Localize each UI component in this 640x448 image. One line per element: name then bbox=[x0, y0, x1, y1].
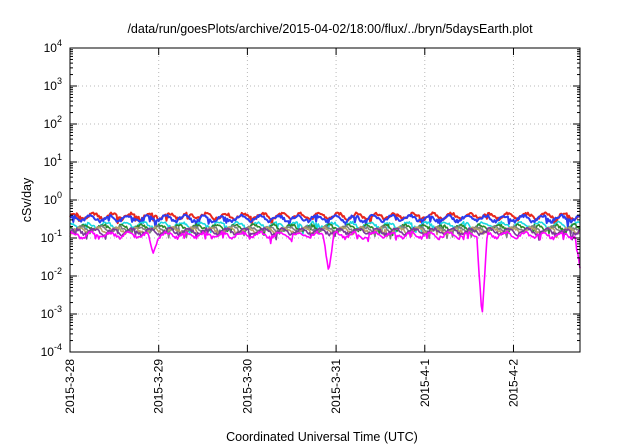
y-tick-label: 104 bbox=[44, 38, 62, 55]
y-tick-label: 10-1 bbox=[41, 228, 62, 245]
x-tick-label: 2015-4-2 bbox=[506, 359, 520, 407]
chart-title: /data/run/goesPlots/archive/2015-04-02/1… bbox=[127, 22, 533, 36]
grid bbox=[70, 48, 580, 352]
y-tick-label: 100 bbox=[44, 190, 62, 207]
series-group bbox=[69, 211, 581, 313]
y-tick-label: 10-4 bbox=[41, 342, 62, 359]
y-tick-labels: 10-4 10-3 10-2 10-1 100 101 102 103 104 bbox=[41, 38, 62, 359]
x-axis-label: Coordinated Universal Time (UTC) bbox=[226, 430, 418, 444]
series-line bbox=[69, 225, 581, 239]
series-line bbox=[69, 226, 581, 241]
y-tick-label: 103 bbox=[44, 76, 62, 93]
x-tick-label: 2015-3-28 bbox=[63, 359, 77, 414]
x-tick-label: 2015-3-31 bbox=[329, 359, 343, 414]
series-line bbox=[69, 211, 581, 227]
x-tick-label: 2015-3-29 bbox=[152, 359, 166, 414]
y-tick-label: 10-3 bbox=[41, 304, 62, 321]
series-line bbox=[69, 213, 581, 229]
x-tick-label: 2015-4-1 bbox=[418, 359, 432, 407]
x-tick-labels: 2015-3-28 2015-3-29 2015-3-30 2015-3-31 2015… bbox=[63, 359, 520, 414]
y-axis-label: cSv/day bbox=[20, 177, 34, 222]
y-tick-label: 102 bbox=[44, 114, 62, 131]
y-tick-label: 10-2 bbox=[41, 266, 62, 283]
y-tick-label: 101 bbox=[44, 152, 62, 169]
ticks bbox=[69, 47, 580, 353]
x-tick-label: 2015-3-30 bbox=[240, 359, 254, 414]
series-line bbox=[69, 230, 581, 313]
